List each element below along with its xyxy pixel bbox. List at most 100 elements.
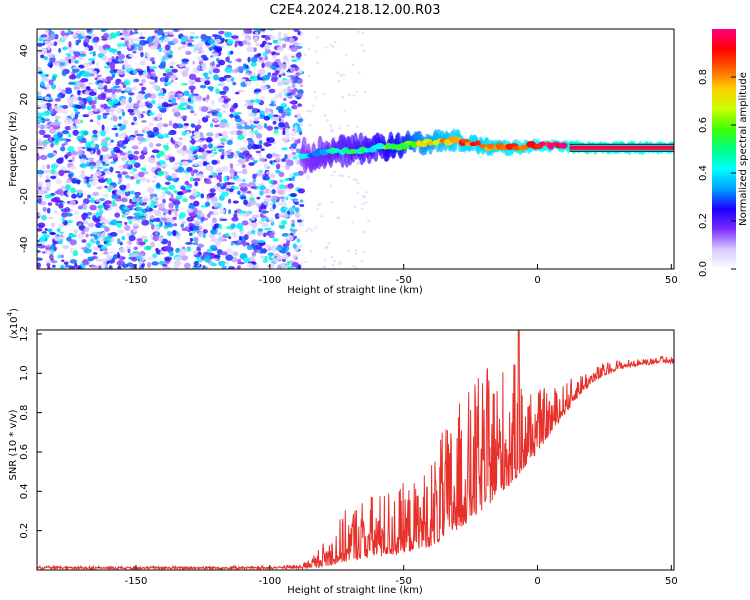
noise-point bbox=[265, 243, 270, 250]
noise-point bbox=[71, 156, 75, 162]
noise-point bbox=[116, 30, 121, 37]
noise-point bbox=[51, 260, 58, 264]
noise-point bbox=[37, 234, 40, 238]
noise-point bbox=[312, 140, 316, 144]
noise-point bbox=[256, 196, 261, 200]
noise-point bbox=[69, 259, 78, 264]
noise-point bbox=[70, 150, 79, 156]
noise-point bbox=[103, 32, 110, 39]
noise-point bbox=[37, 244, 46, 249]
noise-point bbox=[68, 81, 76, 85]
noise-point bbox=[206, 112, 213, 117]
noise-point bbox=[281, 219, 287, 226]
noise-point bbox=[207, 213, 211, 219]
noise-point bbox=[183, 90, 190, 97]
noise-point bbox=[83, 220, 89, 225]
noise-point bbox=[271, 195, 279, 202]
noise-point bbox=[234, 43, 238, 48]
noise-point bbox=[130, 256, 138, 262]
noise-point bbox=[218, 30, 225, 35]
noise-point bbox=[277, 46, 285, 52]
ridge-halo bbox=[301, 136, 307, 155]
noise-point bbox=[156, 196, 164, 200]
noise-point bbox=[297, 188, 306, 194]
noise-point bbox=[45, 249, 52, 255]
noise-point bbox=[105, 126, 109, 133]
noise-point bbox=[243, 199, 248, 206]
noise-point bbox=[171, 98, 177, 104]
noise-point bbox=[118, 247, 127, 254]
noise-point bbox=[204, 76, 211, 80]
noise-point bbox=[238, 158, 246, 165]
noise-point bbox=[118, 178, 123, 183]
noise-point bbox=[176, 235, 181, 240]
ridge-halo bbox=[340, 151, 346, 168]
noise-point bbox=[90, 143, 96, 148]
noise-point bbox=[209, 152, 215, 158]
noise-point bbox=[219, 218, 228, 222]
noise-point bbox=[89, 70, 98, 75]
noise-point bbox=[62, 108, 68, 115]
noise-point bbox=[259, 110, 265, 115]
noise-point bbox=[288, 37, 295, 44]
noise-point bbox=[280, 69, 285, 74]
noise-point bbox=[193, 154, 199, 158]
noise-point bbox=[144, 94, 149, 100]
noise-point bbox=[37, 66, 42, 72]
noise-point bbox=[197, 243, 205, 248]
noise-point bbox=[108, 185, 114, 190]
noise-point bbox=[101, 155, 110, 162]
noise-point bbox=[111, 190, 116, 194]
noise-point bbox=[96, 77, 103, 81]
noise-point bbox=[291, 219, 296, 224]
noise-point bbox=[261, 222, 269, 228]
noise-point bbox=[287, 95, 294, 99]
noise-point bbox=[124, 58, 128, 64]
noise-point bbox=[68, 41, 72, 48]
y-tick-label: 0.8 bbox=[19, 405, 30, 421]
noise-point bbox=[75, 39, 80, 46]
noise-point bbox=[208, 211, 214, 215]
noise-point bbox=[323, 114, 327, 117]
noise-point bbox=[202, 72, 209, 77]
noise-point bbox=[253, 33, 259, 37]
noise-point bbox=[133, 43, 141, 48]
noise-point bbox=[37, 228, 43, 232]
noise-point bbox=[139, 39, 147, 46]
noise-point bbox=[125, 245, 132, 249]
spectrogram-x-label: Height of straight line (km) bbox=[287, 285, 423, 296]
noise-point bbox=[150, 75, 158, 80]
noise-point bbox=[40, 117, 46, 124]
noise-point bbox=[181, 45, 186, 49]
noise-point bbox=[353, 248, 357, 252]
spectrogram-panel: -150 -100 -50 0 50 -40 -20 0 20 40 Height of str… bbox=[8, 28, 678, 296]
noise-point bbox=[138, 101, 146, 108]
noise-point bbox=[354, 266, 358, 269]
noise-point bbox=[178, 63, 185, 68]
noise-point bbox=[299, 122, 303, 128]
noise-point bbox=[138, 83, 144, 86]
noise-point bbox=[56, 94, 62, 98]
noise-point bbox=[256, 171, 263, 177]
noise-point bbox=[159, 220, 163, 227]
noise-point bbox=[306, 109, 310, 113]
ridge-band-core bbox=[569, 145, 674, 150]
noise-point bbox=[263, 197, 272, 202]
colorbar-gradient bbox=[712, 29, 736, 269]
noise-point bbox=[62, 46, 68, 51]
noise-point bbox=[250, 264, 259, 269]
noise-point bbox=[121, 98, 126, 104]
noise-point bbox=[272, 188, 276, 195]
noise-point bbox=[277, 201, 281, 206]
noise-point bbox=[287, 79, 293, 82]
noise-point bbox=[49, 168, 56, 174]
noise-point bbox=[83, 62, 90, 68]
noise-point bbox=[227, 154, 234, 159]
noise-point bbox=[153, 37, 160, 44]
noise-point bbox=[133, 116, 138, 122]
noise-point bbox=[217, 97, 225, 102]
noise-point bbox=[246, 105, 254, 110]
noise-point bbox=[298, 221, 304, 227]
noise-point bbox=[238, 67, 242, 74]
noise-point bbox=[133, 162, 141, 168]
